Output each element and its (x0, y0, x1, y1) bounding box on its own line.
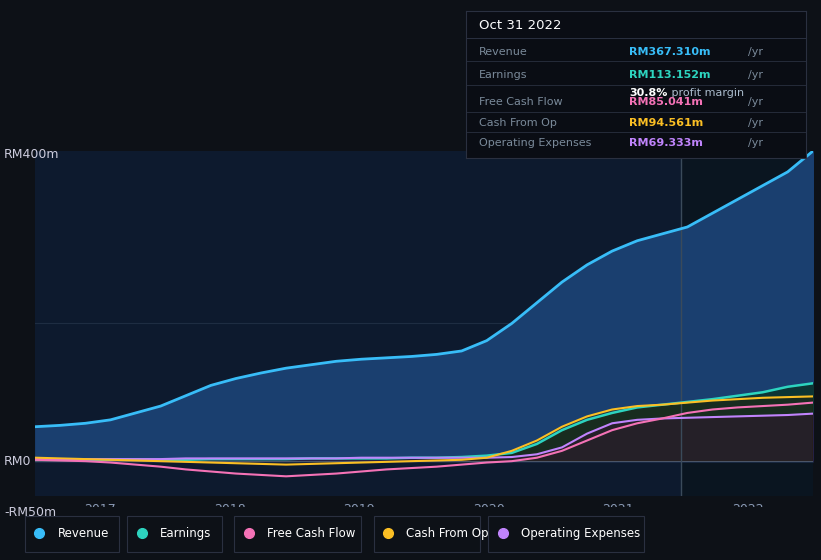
Text: Earnings: Earnings (479, 70, 528, 80)
Text: Cash From Op: Cash From Op (406, 527, 488, 540)
Text: RM0: RM0 (4, 455, 31, 468)
Text: /yr: /yr (748, 70, 764, 80)
Text: RM367.310m: RM367.310m (629, 47, 710, 57)
Text: Revenue: Revenue (57, 527, 109, 540)
Text: /yr: /yr (748, 47, 764, 57)
Text: Oct 31 2022: Oct 31 2022 (479, 20, 562, 32)
Text: /yr: /yr (748, 138, 764, 148)
Text: Operating Expenses: Operating Expenses (479, 138, 591, 148)
Text: 30.8%: 30.8% (629, 87, 667, 97)
Text: /yr: /yr (748, 118, 764, 128)
Text: Free Cash Flow: Free Cash Flow (479, 97, 562, 107)
Text: Operating Expenses: Operating Expenses (521, 527, 640, 540)
Text: Free Cash Flow: Free Cash Flow (267, 527, 355, 540)
Text: Earnings: Earnings (160, 527, 212, 540)
Text: /yr: /yr (748, 97, 764, 107)
Bar (681, 151, 813, 496)
Text: RM113.152m: RM113.152m (629, 70, 710, 80)
Text: RM69.333m: RM69.333m (629, 138, 703, 148)
Text: RM400m: RM400m (4, 147, 60, 161)
Text: profit margin: profit margin (668, 87, 745, 97)
Text: RM94.561m: RM94.561m (629, 118, 704, 128)
Text: Revenue: Revenue (479, 47, 528, 57)
Text: RM85.041m: RM85.041m (629, 97, 703, 107)
Text: Cash From Op: Cash From Op (479, 118, 557, 128)
Text: -RM50m: -RM50m (4, 506, 56, 519)
